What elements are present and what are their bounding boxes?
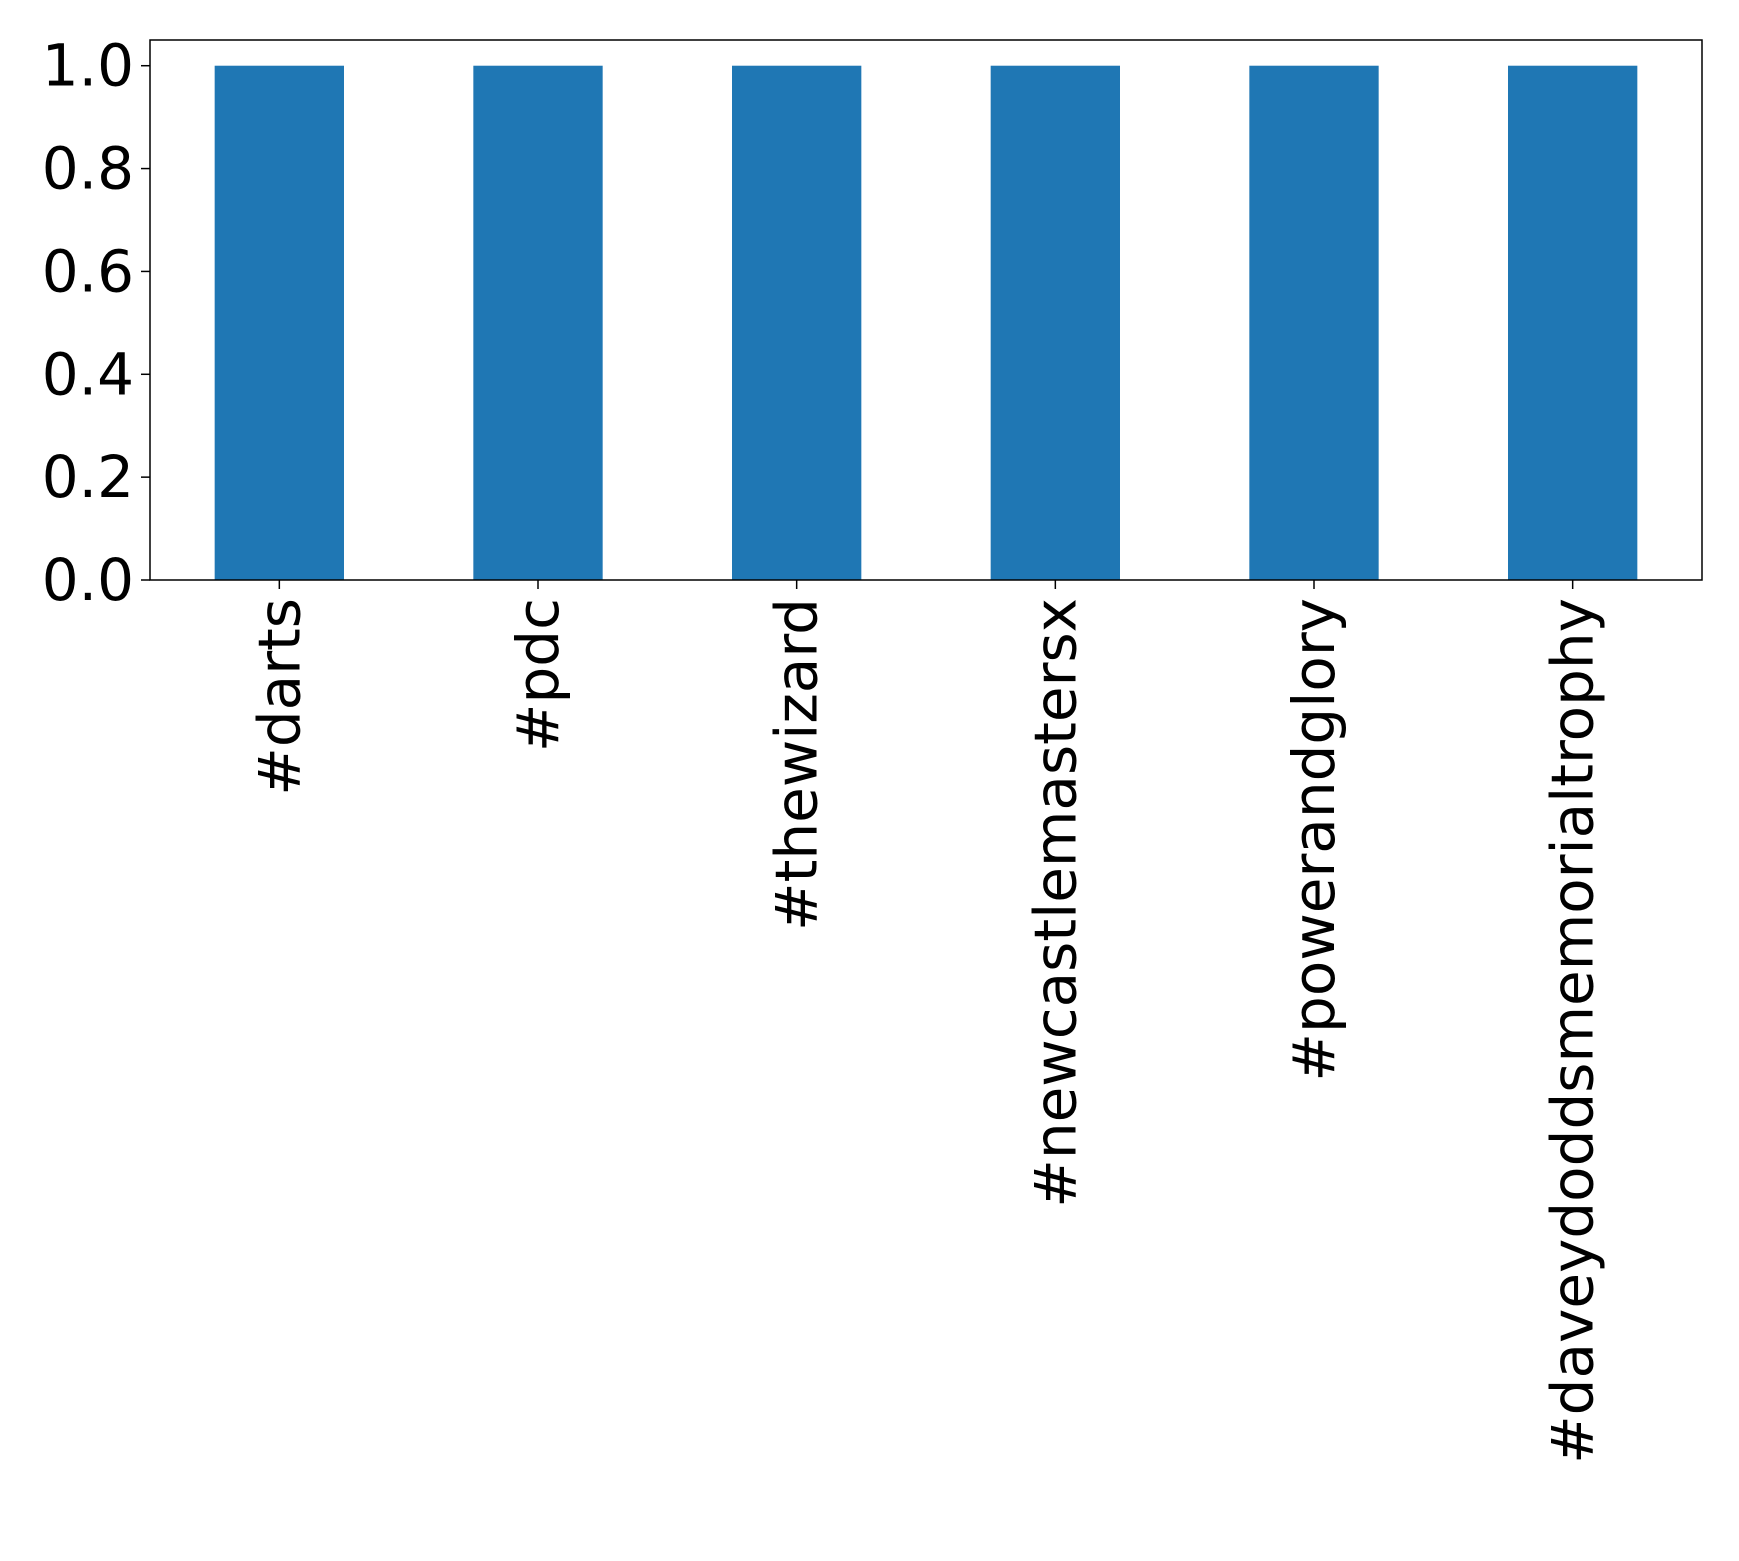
x-tick-label: #daveydoddsmemorialtrophy bbox=[1539, 598, 1607, 1464]
y-tick-label: 1.0 bbox=[42, 32, 134, 100]
x-tick-label: #thewizard bbox=[763, 598, 831, 931]
x-tick-label: #newcastlemastersx bbox=[1021, 598, 1089, 1208]
bar-daveydoddsmemorialtrophy bbox=[1508, 65, 1638, 580]
bar-thewizard bbox=[732, 65, 862, 580]
y-tick-label: 0.6 bbox=[42, 237, 134, 305]
bar-powerandglory bbox=[1249, 65, 1379, 580]
bar-pdc bbox=[473, 65, 603, 580]
bars-group bbox=[214, 65, 1638, 580]
x-tick-label: #darts bbox=[245, 598, 313, 796]
plot-frame bbox=[149, 39, 1703, 581]
bar-newcastlemastersx bbox=[990, 65, 1120, 580]
y-tick-label: 0.0 bbox=[42, 546, 134, 614]
y-tick-label: 0.4 bbox=[42, 340, 134, 408]
x-axis: #darts #pdc #thewizard #newcastlemastersx #p… bbox=[245, 580, 1607, 1464]
y-axis: 0.0 0.2 0.4 0.6 0.8 1.0 bbox=[42, 32, 150, 614]
x-tick-label: #pdc bbox=[504, 598, 572, 752]
x-tick-label: #powerandglory bbox=[1280, 598, 1348, 1082]
bar-darts bbox=[214, 65, 344, 580]
y-tick-label: 0.8 bbox=[42, 135, 134, 203]
y-tick-label: 0.2 bbox=[42, 443, 134, 511]
